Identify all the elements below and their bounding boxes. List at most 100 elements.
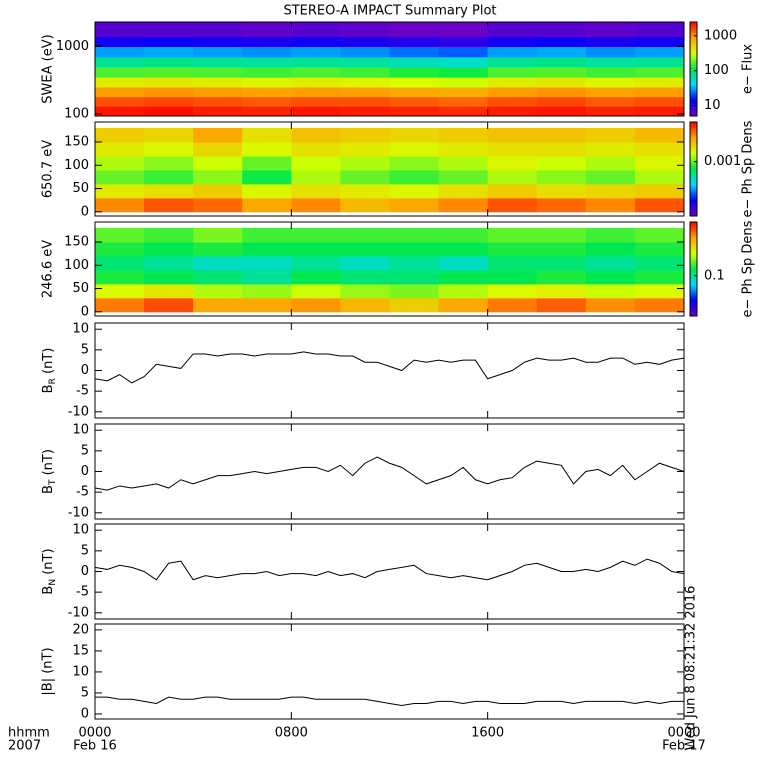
heatmap-cell	[634, 197, 684, 213]
heatmap-cell	[144, 106, 194, 116]
heatmap-cell	[634, 128, 684, 143]
heatmap-cell	[634, 77, 684, 88]
heatmap-cell	[95, 128, 145, 143]
panel	[95, 22, 684, 116]
panel	[95, 558, 684, 581]
colorbar-label: e− Ph Sp Dens	[741, 120, 756, 217]
y-tick-label: 0	[81, 464, 89, 479]
heatmap-cell	[536, 106, 587, 116]
heatmap-cell	[536, 297, 587, 313]
heatmap-cell	[95, 56, 145, 68]
y-tick-label: 50	[72, 181, 89, 196]
heatmap-cell	[389, 56, 440, 68]
timestamp: Wed Jun 8 08:21:32 2016	[684, 586, 699, 751]
heatmap-cell	[487, 96, 538, 107]
heatmap-cell	[585, 142, 636, 157]
heatmap-cell	[291, 242, 341, 257]
heatmap-cell	[95, 269, 145, 285]
heatmap-cell	[389, 242, 440, 257]
heatmap-cell	[487, 197, 538, 213]
y-tick-label: 0	[81, 304, 89, 319]
heatmap-cell	[487, 169, 538, 185]
heatmap-cell	[291, 36, 341, 47]
x-tick-label: 0800	[275, 726, 308, 741]
heatmap-cell	[144, 87, 194, 98]
y-tick-label: 10	[72, 664, 89, 679]
heatmap-cell	[340, 96, 390, 107]
heatmap-cell	[242, 169, 292, 185]
colorbar-label: e− Ph Sp Dens	[741, 220, 756, 317]
heatmap-cell	[389, 46, 440, 58]
heatmap-cell	[340, 183, 390, 199]
x-year-label: 2007	[8, 739, 41, 754]
heatmap-cell	[242, 22, 292, 38]
panel	[95, 128, 684, 213]
heatmap-cell	[438, 66, 489, 78]
heatmap-cell	[438, 197, 489, 213]
heatmap-cell	[340, 66, 390, 78]
heatmap-cell	[242, 183, 292, 199]
heatmap-cell	[144, 56, 194, 68]
heatmap-cell	[487, 77, 538, 88]
heatmap-cell	[536, 96, 587, 107]
heatmap-cell	[634, 66, 684, 78]
heatmap-cell	[389, 128, 440, 143]
heatmap-cell	[585, 87, 636, 98]
heatmap-cell	[144, 197, 194, 213]
heatmap-cell	[144, 22, 194, 38]
y-tick-label: -10	[68, 505, 89, 520]
heatmap-cell	[634, 155, 684, 171]
heatmap-cell	[193, 56, 243, 68]
heatmap-cell	[242, 155, 292, 171]
heatmap-cell	[438, 228, 489, 243]
heatmap-cell	[340, 77, 390, 88]
heatmap-cell	[144, 255, 194, 271]
colorbar-tick-label: 1000	[704, 28, 737, 43]
heatmap-cell	[487, 22, 538, 38]
heatmap-cell	[340, 283, 390, 299]
heatmap-cell	[144, 169, 194, 185]
heatmap-cell	[634, 297, 684, 313]
heatmap-cell	[585, 297, 636, 313]
heatmap-cell	[487, 87, 538, 98]
heatmap-cell	[144, 66, 194, 78]
heatmap-cell	[487, 183, 538, 199]
y-axis-label-main: B	[41, 384, 56, 393]
heatmap-cell	[291, 283, 341, 299]
heatmap-cell	[389, 87, 440, 98]
heatmap-cell	[536, 242, 587, 257]
colorbar-tick-label: 0.1	[704, 268, 725, 283]
heatmap-cell	[438, 242, 489, 257]
y-tick-label: 5	[81, 685, 89, 700]
heatmap-cell	[95, 46, 145, 58]
heatmap-cell	[291, 66, 341, 78]
heatmap-cell	[242, 46, 292, 58]
heatmap-cell	[193, 87, 243, 98]
panel	[95, 351, 684, 384]
heatmap-cell	[634, 269, 684, 285]
heatmap-cell	[193, 96, 243, 107]
heatmap-cell	[389, 96, 440, 107]
heatmap-cell	[438, 36, 489, 47]
y-tick-label: 0	[81, 564, 89, 579]
heatmap-cell	[389, 36, 440, 47]
heatmap-cell	[585, 269, 636, 285]
heatmap-cell	[340, 142, 390, 157]
heatmap-cell	[389, 77, 440, 88]
heatmap-cell	[634, 106, 684, 116]
heatmap-cell	[291, 96, 341, 107]
data-line	[95, 696, 684, 707]
x-format-label: hhmm	[8, 726, 50, 741]
axes-frame	[94, 21, 685, 117]
heatmap-cell	[536, 36, 587, 47]
x-date-label: Feb 17	[662, 739, 706, 754]
heatmap-cell	[291, 297, 341, 313]
colorbar-tick-label: 100	[704, 63, 729, 78]
y-tick-label: 0	[81, 363, 89, 378]
y-axis-label: BN (nT)	[41, 548, 58, 594]
heatmap-cell	[193, 106, 243, 116]
heatmap-cell	[634, 242, 684, 257]
heatmap-cell	[291, 169, 341, 185]
heatmap-cell	[95, 228, 145, 243]
heatmap-cell	[291, 87, 341, 98]
